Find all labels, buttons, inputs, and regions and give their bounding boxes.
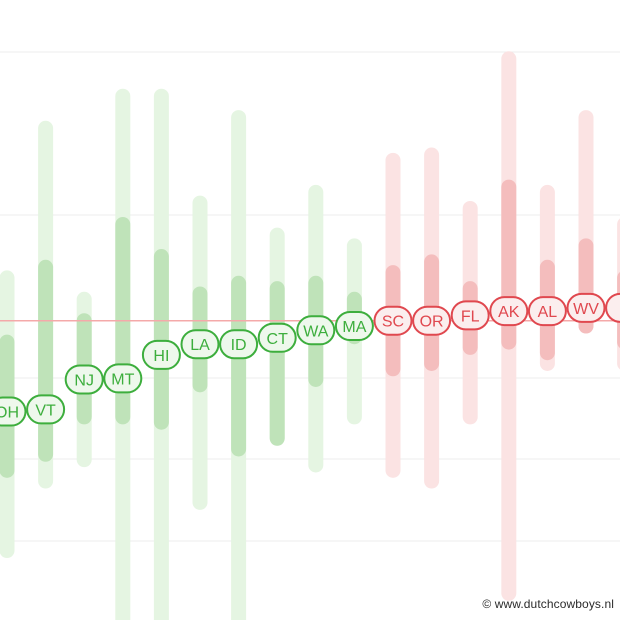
state-pill <box>450 300 490 331</box>
state-label: WA <box>303 323 329 340</box>
state-marker-vt: VT <box>26 394 66 425</box>
state-pill <box>605 292 620 323</box>
state-marker-fl: FL <box>450 300 490 331</box>
state-label: LA <box>190 337 210 354</box>
state-label: FL <box>461 308 480 325</box>
state-pill <box>0 396 27 427</box>
state-pill <box>527 296 567 327</box>
state-pill <box>141 339 181 370</box>
state-pill <box>26 394 66 425</box>
state-marker-wa: WA <box>296 315 336 346</box>
state-pill <box>334 311 374 342</box>
state-marker-mt: MT <box>103 363 143 394</box>
state-pill <box>180 329 220 360</box>
state-pill <box>296 315 336 346</box>
state-marker-id: ID <box>219 329 259 360</box>
state-markers: OH VT NJ MT HI LA ID CT WA MA SC OR FL AK AL WV T <box>0 292 620 427</box>
state-pill <box>373 305 413 336</box>
state-pill <box>489 296 529 327</box>
state-marker-wv: WV <box>566 292 606 323</box>
state-marker-oh: OH <box>0 396 27 427</box>
state-label: VT <box>35 402 56 419</box>
state-pill <box>257 322 297 353</box>
state-label: OH <box>0 405 19 422</box>
state-label: WV <box>573 301 599 318</box>
state-label: SC <box>382 314 404 331</box>
state-label: CT <box>267 331 289 348</box>
state-pill <box>412 305 452 336</box>
credit-text: © www.dutchcowboys.nl <box>482 597 614 611</box>
state-label: OR <box>420 314 444 331</box>
state-marker-sc: SC <box>373 305 413 336</box>
state-marker-hi: HI <box>141 339 181 370</box>
state-marker-or: OR <box>412 305 452 336</box>
state-label: AK <box>498 304 520 321</box>
state-pill <box>64 364 104 395</box>
state-marker-nj: NJ <box>64 364 104 395</box>
state-label: HI <box>153 348 169 365</box>
state-marker-la: LA <box>180 329 220 360</box>
state-pill <box>219 329 259 360</box>
state-label: AL <box>538 304 558 321</box>
state-marker-t: T <box>605 292 620 323</box>
state-pill <box>566 292 606 323</box>
state-marker-ct: CT <box>257 322 297 353</box>
state-marker-ma: MA <box>334 311 374 342</box>
state-marker-al: AL <box>527 296 567 327</box>
state-label: MA <box>342 319 366 336</box>
state-label: MT <box>111 371 134 388</box>
state-label: NJ <box>74 372 94 389</box>
state-label: ID <box>231 337 247 354</box>
state-marker-ak: AK <box>489 296 529 327</box>
state-pill <box>103 363 143 394</box>
